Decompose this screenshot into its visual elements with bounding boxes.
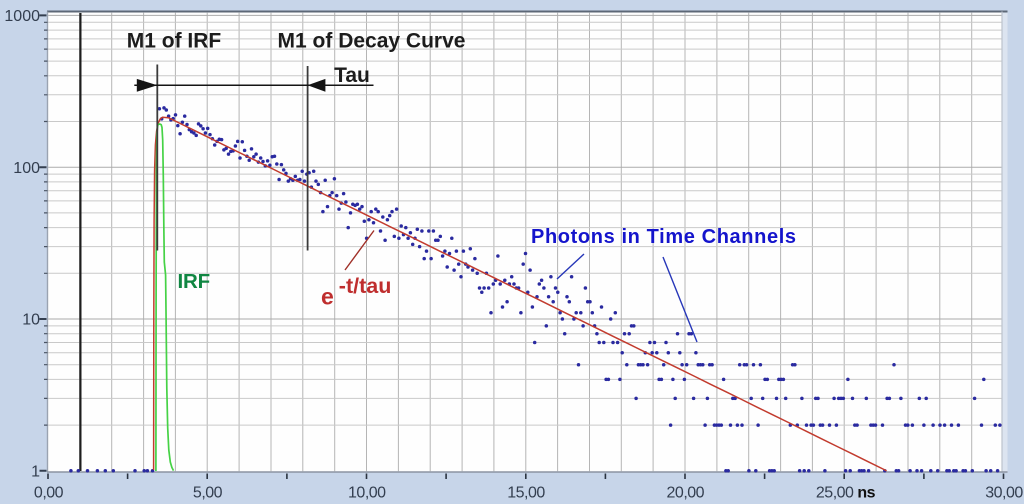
- svg-text:10: 10: [22, 311, 40, 328]
- svg-text:Photons in Time Channels: Photons in Time Channels: [531, 226, 796, 248]
- svg-text:25,00 ns: 25,00 ns: [816, 485, 876, 502]
- svg-text:1000: 1000: [4, 8, 40, 25]
- svg-text:5,00: 5,00: [193, 485, 223, 502]
- svg-text:15,00: 15,00: [507, 485, 545, 502]
- svg-text:M1 of Decay Curve: M1 of Decay Curve: [278, 30, 466, 53]
- svg-text:Tau: Tau: [334, 64, 370, 87]
- svg-text:30,00: 30,00: [985, 485, 1023, 502]
- svg-text:1: 1: [31, 464, 40, 481]
- svg-text:IRF: IRF: [178, 270, 210, 293]
- svg-text:0,00: 0,00: [34, 485, 64, 502]
- svg-text:M1 of IRF: M1 of IRF: [127, 30, 222, 53]
- svg-text:20,00: 20,00: [667, 485, 705, 502]
- svg-text:10,00: 10,00: [348, 485, 386, 502]
- svg-text:100: 100: [13, 160, 40, 177]
